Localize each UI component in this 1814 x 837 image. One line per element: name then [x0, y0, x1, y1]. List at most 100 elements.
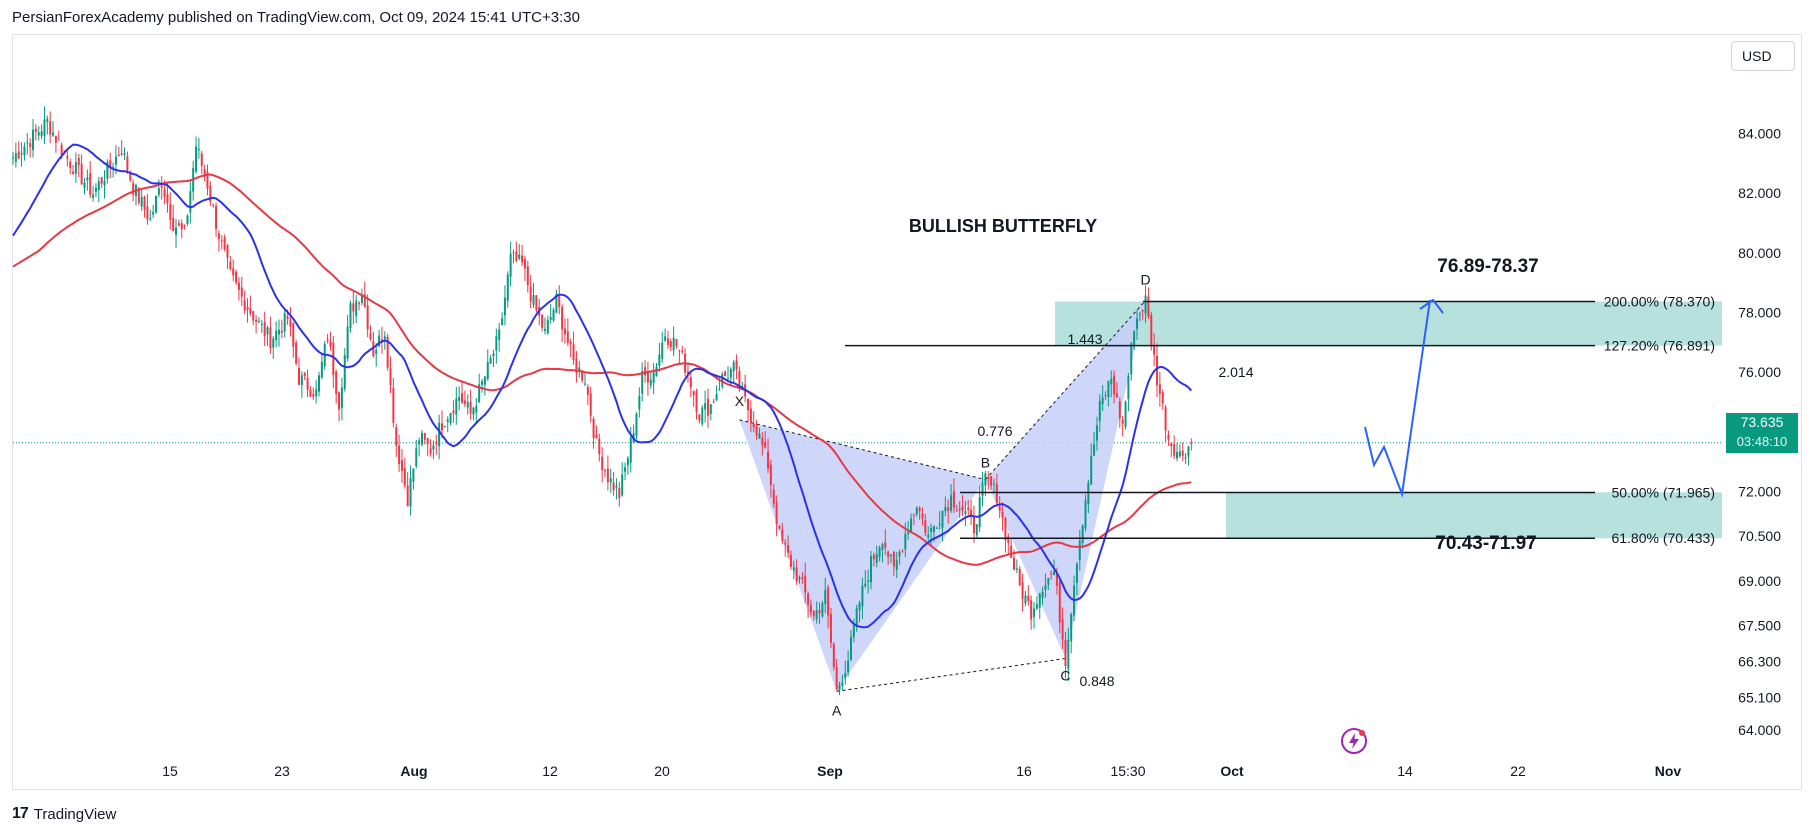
candle-body: [20, 153, 23, 155]
pattern-bcd: [985, 300, 1146, 659]
candle-body: [918, 508, 921, 512]
candle-body: [644, 367, 647, 376]
candle-body: [664, 336, 667, 341]
candle-body: [563, 328, 566, 335]
candle-body: [815, 610, 818, 619]
candle-body: [1018, 568, 1021, 586]
candle-body: [503, 297, 506, 316]
candle-body: [92, 194, 95, 198]
candle-body: [609, 478, 612, 483]
candle-body: [1015, 568, 1018, 570]
candle-body: [867, 580, 870, 582]
candle-body: [1041, 591, 1044, 598]
candle-body: [735, 360, 738, 370]
candle-body: [1181, 450, 1184, 456]
x-tick-label: Sep: [817, 763, 843, 779]
currency-button[interactable]: USD: [1731, 41, 1795, 71]
candle-body: [878, 547, 881, 558]
candle-body: [309, 389, 312, 397]
candle-body: [761, 437, 764, 446]
candle-body: [375, 349, 378, 354]
candle-body: [509, 253, 512, 277]
candle-body: [535, 295, 538, 311]
candle-body: [601, 456, 604, 470]
candle-body: [849, 636, 852, 660]
candle-body: [944, 507, 947, 512]
candle-body: [452, 410, 455, 414]
candle-body: [729, 369, 732, 378]
candle-body: [501, 318, 504, 326]
candle-body: [964, 510, 967, 514]
candle-body: [781, 529, 784, 541]
candle-body: [669, 341, 672, 348]
candle-body: [584, 383, 586, 385]
candle-body: [203, 169, 206, 176]
candle-body: [515, 251, 518, 261]
lightning-icon[interactable]: [1340, 727, 1368, 755]
candle-body: [855, 608, 858, 626]
candle-body: [180, 223, 183, 230]
footer: 17 TradingView: [12, 805, 116, 823]
candle-body: [14, 153, 17, 162]
candle-body: [112, 166, 115, 168]
candle-body: [349, 303, 352, 329]
candle-body: [1150, 315, 1153, 345]
candle-body: [978, 497, 981, 528]
candle-body: [17, 151, 20, 159]
candle-body: [901, 550, 904, 552]
candle-body: [784, 542, 787, 545]
candle-body: [1133, 331, 1136, 347]
candle-body: [492, 353, 495, 357]
candle-body: [807, 593, 810, 605]
candle-body: [1047, 578, 1050, 585]
y-tick-label: 72.000: [1738, 483, 1781, 499]
candle-body: [60, 144, 63, 156]
candle-body: [624, 467, 627, 472]
candle-body: [704, 403, 707, 410]
projection-path: [1364, 299, 1431, 498]
candle-body: [166, 194, 169, 204]
y-tick-label: 82.000: [1738, 185, 1781, 201]
candle-body: [189, 191, 192, 213]
candle-body: [217, 233, 220, 240]
candle-body: [981, 482, 984, 496]
candle-body: [229, 261, 232, 270]
candle-body: [861, 585, 864, 607]
candle-body: [52, 132, 55, 136]
candle-body: [1147, 296, 1150, 317]
candle-body: [449, 412, 452, 424]
candle-body: [103, 181, 106, 186]
candle-body: [512, 252, 515, 254]
candle-body: [235, 271, 238, 283]
candle-body: [1156, 356, 1158, 386]
candle-body: [990, 476, 993, 486]
candle-body: [958, 508, 961, 510]
ma-red-line: [12, 173, 1192, 566]
pattern-ratio-label: 0.848: [1079, 673, 1114, 689]
candle-body: [398, 445, 401, 465]
candle-body: [586, 386, 589, 395]
candle-body: [1084, 500, 1087, 529]
candle-body: [163, 189, 166, 197]
candle-body: [243, 300, 246, 311]
candle-body: [469, 401, 472, 414]
pattern-point-label: X: [735, 393, 745, 409]
pattern-point-label: B: [981, 455, 990, 471]
candle-body: [123, 153, 126, 155]
candle-body: [809, 604, 812, 613]
candle-body: [852, 625, 855, 638]
candle-body: [572, 344, 575, 361]
candle-body: [678, 350, 681, 352]
candle-body: [1184, 457, 1187, 459]
candle-body: [1138, 313, 1141, 315]
candle-body: [775, 502, 778, 525]
candle-body: [432, 445, 435, 450]
candle-body: [706, 398, 709, 416]
candle-body: [718, 389, 721, 391]
candle-body: [386, 336, 389, 368]
candle-body: [146, 206, 149, 220]
candle-body: [100, 177, 103, 184]
candle-body: [829, 614, 832, 644]
candle-body: [1161, 392, 1164, 404]
